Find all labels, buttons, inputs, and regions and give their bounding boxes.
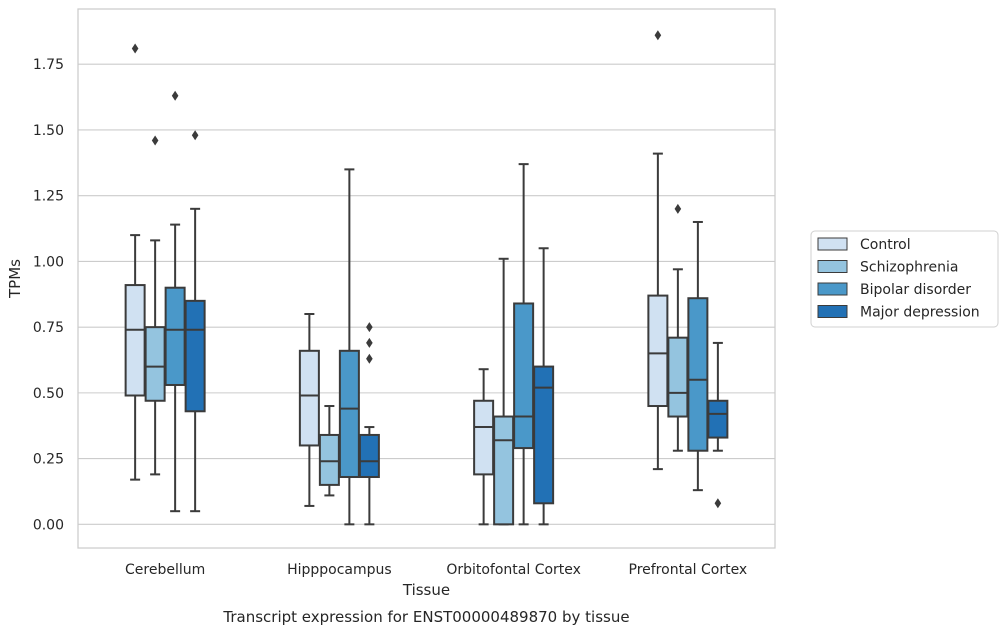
box-group bbox=[164, 90, 186, 513]
chart-caption: Transcript expression for ENST0000048987… bbox=[222, 608, 629, 626]
legend-swatch bbox=[817, 305, 848, 318]
x-tick-labels: Cerebellum Hipppocampus Orbitofontal Corte… bbox=[125, 562, 747, 578]
outlier-point bbox=[366, 353, 373, 364]
legend-swatch bbox=[817, 282, 848, 296]
outlier-point bbox=[714, 498, 722, 509]
box-group bbox=[707, 341, 729, 509]
box-groups bbox=[124, 30, 729, 526]
outlier-point bbox=[654, 30, 662, 41]
box-group bbox=[358, 322, 380, 526]
y-tick-label: 0.50 bbox=[33, 386, 64, 402]
legend-label: Major depression bbox=[860, 305, 980, 321]
legend-label: Bipolar disorder bbox=[860, 282, 971, 298]
box-group bbox=[338, 168, 360, 526]
box bbox=[493, 415, 515, 526]
box-group bbox=[144, 135, 166, 476]
box-group bbox=[124, 43, 146, 481]
legend-frame bbox=[810, 230, 999, 328]
box bbox=[473, 399, 495, 476]
box-group bbox=[647, 30, 669, 471]
box-group bbox=[533, 247, 555, 526]
y-tick-label: 0.75 bbox=[33, 320, 64, 336]
box-group bbox=[298, 312, 320, 507]
box bbox=[667, 336, 689, 418]
box bbox=[164, 286, 186, 386]
y-tick-label: 1.50 bbox=[33, 123, 64, 139]
box-group bbox=[318, 405, 340, 497]
outlier-point bbox=[366, 322, 373, 333]
outlier-point bbox=[171, 90, 179, 101]
outlier-point bbox=[674, 203, 682, 214]
box bbox=[358, 433, 380, 479]
outlier-point bbox=[191, 130, 199, 141]
legend-swatch bbox=[817, 260, 848, 273]
legend-swatch bbox=[817, 237, 848, 251]
box-group bbox=[513, 163, 535, 526]
y-axis-label: TPMs bbox=[6, 259, 24, 299]
outlier-point bbox=[151, 135, 159, 146]
legend-label: Schizophrenia bbox=[860, 260, 958, 276]
box bbox=[144, 326, 166, 402]
legend-label: Control bbox=[860, 237, 911, 253]
box bbox=[687, 297, 709, 452]
box bbox=[338, 349, 360, 479]
y-tick-label: 1.75 bbox=[33, 57, 64, 73]
y-tick-label: 1.00 bbox=[33, 254, 64, 270]
legend: Control Schizophrenia Bipolar disorder Majo… bbox=[810, 230, 999, 328]
y-tick-label: 0.00 bbox=[33, 517, 64, 533]
box-group bbox=[687, 220, 709, 492]
box bbox=[298, 349, 320, 447]
box bbox=[318, 433, 340, 486]
outlier-point bbox=[131, 43, 139, 54]
box bbox=[533, 365, 555, 505]
box-group bbox=[184, 130, 206, 513]
x-tick-label: Prefrontal Cortex bbox=[629, 562, 748, 578]
x-tick-label: Cerebellum bbox=[125, 562, 205, 578]
y-tick-labels: 0.00 0.25 0.50 0.75 1.00 1.25 1.50 1.75 bbox=[33, 57, 64, 533]
x-tick-label: Hipppocampus bbox=[287, 562, 392, 578]
plot-frame bbox=[77, 8, 776, 549]
y-tick-label: 1.25 bbox=[33, 189, 64, 205]
x-axis-label: Tissue bbox=[402, 581, 450, 599]
x-tick-label: Orbitofontal Cortex bbox=[446, 562, 581, 578]
box bbox=[124, 284, 146, 397]
box bbox=[184, 299, 206, 413]
box-group bbox=[493, 257, 515, 526]
outlier-point bbox=[366, 337, 373, 348]
box bbox=[647, 294, 669, 408]
y-tick-label: 0.25 bbox=[33, 452, 64, 468]
box-group bbox=[667, 203, 689, 452]
box bbox=[707, 399, 729, 439]
box bbox=[513, 302, 535, 450]
